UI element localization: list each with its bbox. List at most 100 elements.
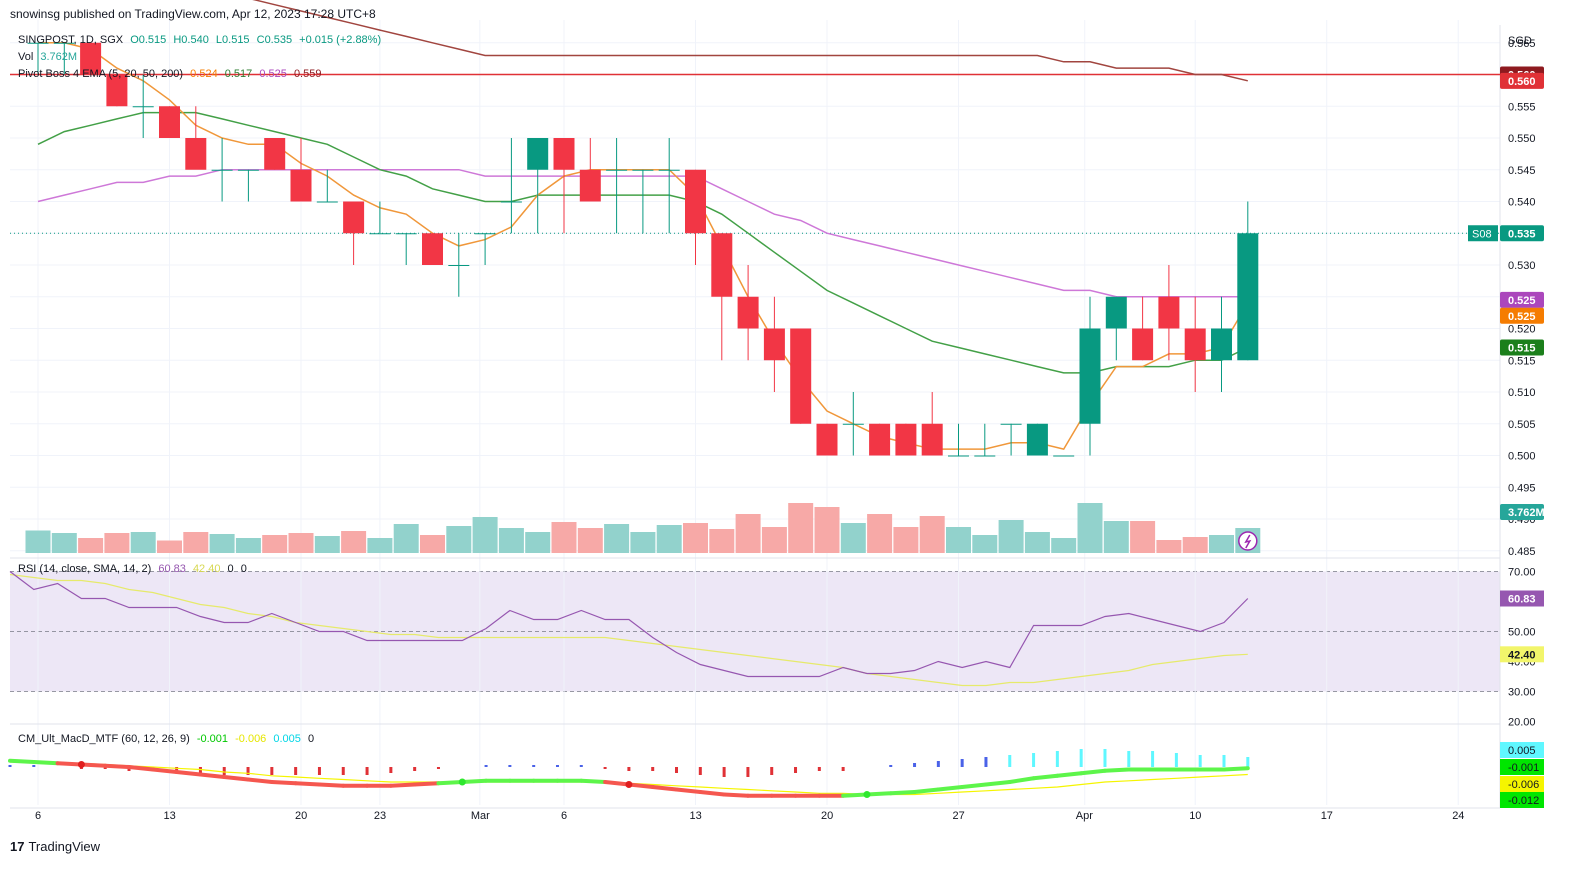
volume-bar xyxy=(814,507,840,553)
lightning-icon xyxy=(1244,534,1252,549)
rsi-tick-label: 70.00 xyxy=(1508,567,1536,579)
candle-body xyxy=(132,106,154,108)
macd-histogram-bar xyxy=(103,767,107,769)
macd-line-segment xyxy=(888,790,917,796)
candle-body xyxy=(685,169,706,234)
macd-histogram-bar xyxy=(555,765,559,767)
macd-line-segment xyxy=(103,763,132,769)
macd-line-segment xyxy=(579,778,608,784)
macd-histogram-bar xyxy=(222,767,226,775)
macd-line-segment xyxy=(1079,768,1107,776)
volume-bar xyxy=(446,526,472,553)
macd-line-segment xyxy=(246,777,274,784)
macd-histogram-bar xyxy=(8,765,12,767)
macd-histogram-bar xyxy=(579,765,583,767)
macd-line-segment xyxy=(626,782,655,789)
close-value: C0.535 xyxy=(256,34,293,46)
volume-label[interactable]: Vol xyxy=(18,51,34,63)
macd-cross-dot xyxy=(863,791,871,798)
time-axis-label: 20 xyxy=(821,810,833,822)
price-tick-label: 0.485 xyxy=(1508,546,1536,558)
rsi-zero-1: 0 xyxy=(227,563,234,575)
countdown-tag xyxy=(1468,225,1498,242)
macd-histogram-bar xyxy=(365,767,369,775)
price-tick-label: 0.565 xyxy=(1508,38,1536,50)
candle-body xyxy=(763,328,785,361)
candle-body xyxy=(1237,233,1259,361)
price-tag xyxy=(1500,291,1544,308)
rsi-line xyxy=(9,571,1249,678)
macd-histogram-bar xyxy=(175,767,179,771)
macd-histogram-bar xyxy=(270,767,274,775)
time-axis-label: 13 xyxy=(690,810,702,822)
signal-value: -0.006 xyxy=(235,733,267,745)
volume-bar xyxy=(1156,540,1182,553)
volume-bar xyxy=(919,516,945,553)
volume-bar xyxy=(130,532,156,553)
macd-label[interactable]: CM_Ult_MacD_MTF (60, 12, 26, 9) xyxy=(18,733,190,745)
volume-bar xyxy=(761,527,787,553)
volume-bar xyxy=(367,538,393,553)
price-tag xyxy=(1500,339,1544,356)
rsi-sma-line xyxy=(9,573,1248,687)
macd-line-segment xyxy=(222,775,251,782)
candle-body xyxy=(921,423,943,456)
publish-info: snowinsg published on TradingView.com, A… xyxy=(10,7,376,21)
ema-legend: Pivot Boss 4 EMA (5, 20, 50, 200) 0.524 … xyxy=(18,68,325,80)
volume-bar xyxy=(735,514,761,553)
candle-body xyxy=(159,106,180,138)
macd-line-segment xyxy=(698,790,727,797)
volume-bar xyxy=(314,536,340,553)
macd-histogram-bar xyxy=(317,767,321,775)
tradingview-logo[interactable]: 17 TradingView xyxy=(10,839,100,854)
change-value: +0.015 (+2.88%) xyxy=(299,34,382,46)
price-tick-label: 0.555 xyxy=(1508,101,1536,113)
candle-body xyxy=(422,233,443,265)
macd-histogram-bar xyxy=(32,765,36,767)
macd-histogram-bar xyxy=(675,767,679,773)
candle-body xyxy=(290,169,312,202)
macd-histogram-bar xyxy=(484,765,488,767)
price-tag xyxy=(1500,504,1544,521)
price-tag-label: 0.525 xyxy=(1508,311,1536,323)
time-axis-label: 6 xyxy=(35,810,41,822)
macd-histogram-bar xyxy=(1222,755,1226,767)
macd-histogram-bar xyxy=(246,767,250,775)
macd-line-segment xyxy=(269,780,298,786)
macd-histogram-bar xyxy=(1151,751,1155,767)
volume-bar xyxy=(893,527,919,553)
price-tag xyxy=(1500,72,1544,89)
symbol-label[interactable]: SINGPOST, 1D, SGX xyxy=(18,34,124,46)
macd-histogram-bar xyxy=(841,767,845,771)
candle-body xyxy=(1184,328,1206,361)
volume-bar xyxy=(709,529,735,553)
candle-body xyxy=(842,423,864,425)
macd-histogram-bar xyxy=(651,767,655,771)
candle-body xyxy=(500,201,522,203)
candle-body xyxy=(553,138,575,170)
volume-bar xyxy=(235,538,261,553)
macd-line-segment xyxy=(8,758,36,764)
volume-bar xyxy=(604,524,630,553)
volume-bar xyxy=(1130,521,1156,553)
rsi-tick-label: 20.00 xyxy=(1508,717,1536,729)
macd-histogram-bar xyxy=(1055,751,1059,767)
ema5-value: 0.524 xyxy=(190,68,218,80)
macd-line-segment xyxy=(412,781,441,787)
rsi-label[interactable]: RSI (14, close, SMA, 14, 2) xyxy=(18,563,152,575)
ema50-value: 0.525 xyxy=(259,68,287,80)
macd-line-segment xyxy=(912,787,941,794)
volume-bar xyxy=(341,531,367,553)
macd-histogram-bar xyxy=(294,767,298,775)
candle-body xyxy=(1158,296,1180,329)
volume-bar xyxy=(262,535,288,553)
macd-line-segment xyxy=(1055,771,1084,778)
ema-label[interactable]: Pivot Boss 4 EMA (5, 20, 50, 200) xyxy=(18,68,184,80)
time-axis-label: 13 xyxy=(164,810,176,822)
high-value: H0.540 xyxy=(173,34,209,46)
candle-body xyxy=(737,296,759,329)
macd-histogram-bar xyxy=(722,767,726,777)
candle-body xyxy=(395,233,417,235)
time-axis-label: 17 xyxy=(1321,810,1333,822)
